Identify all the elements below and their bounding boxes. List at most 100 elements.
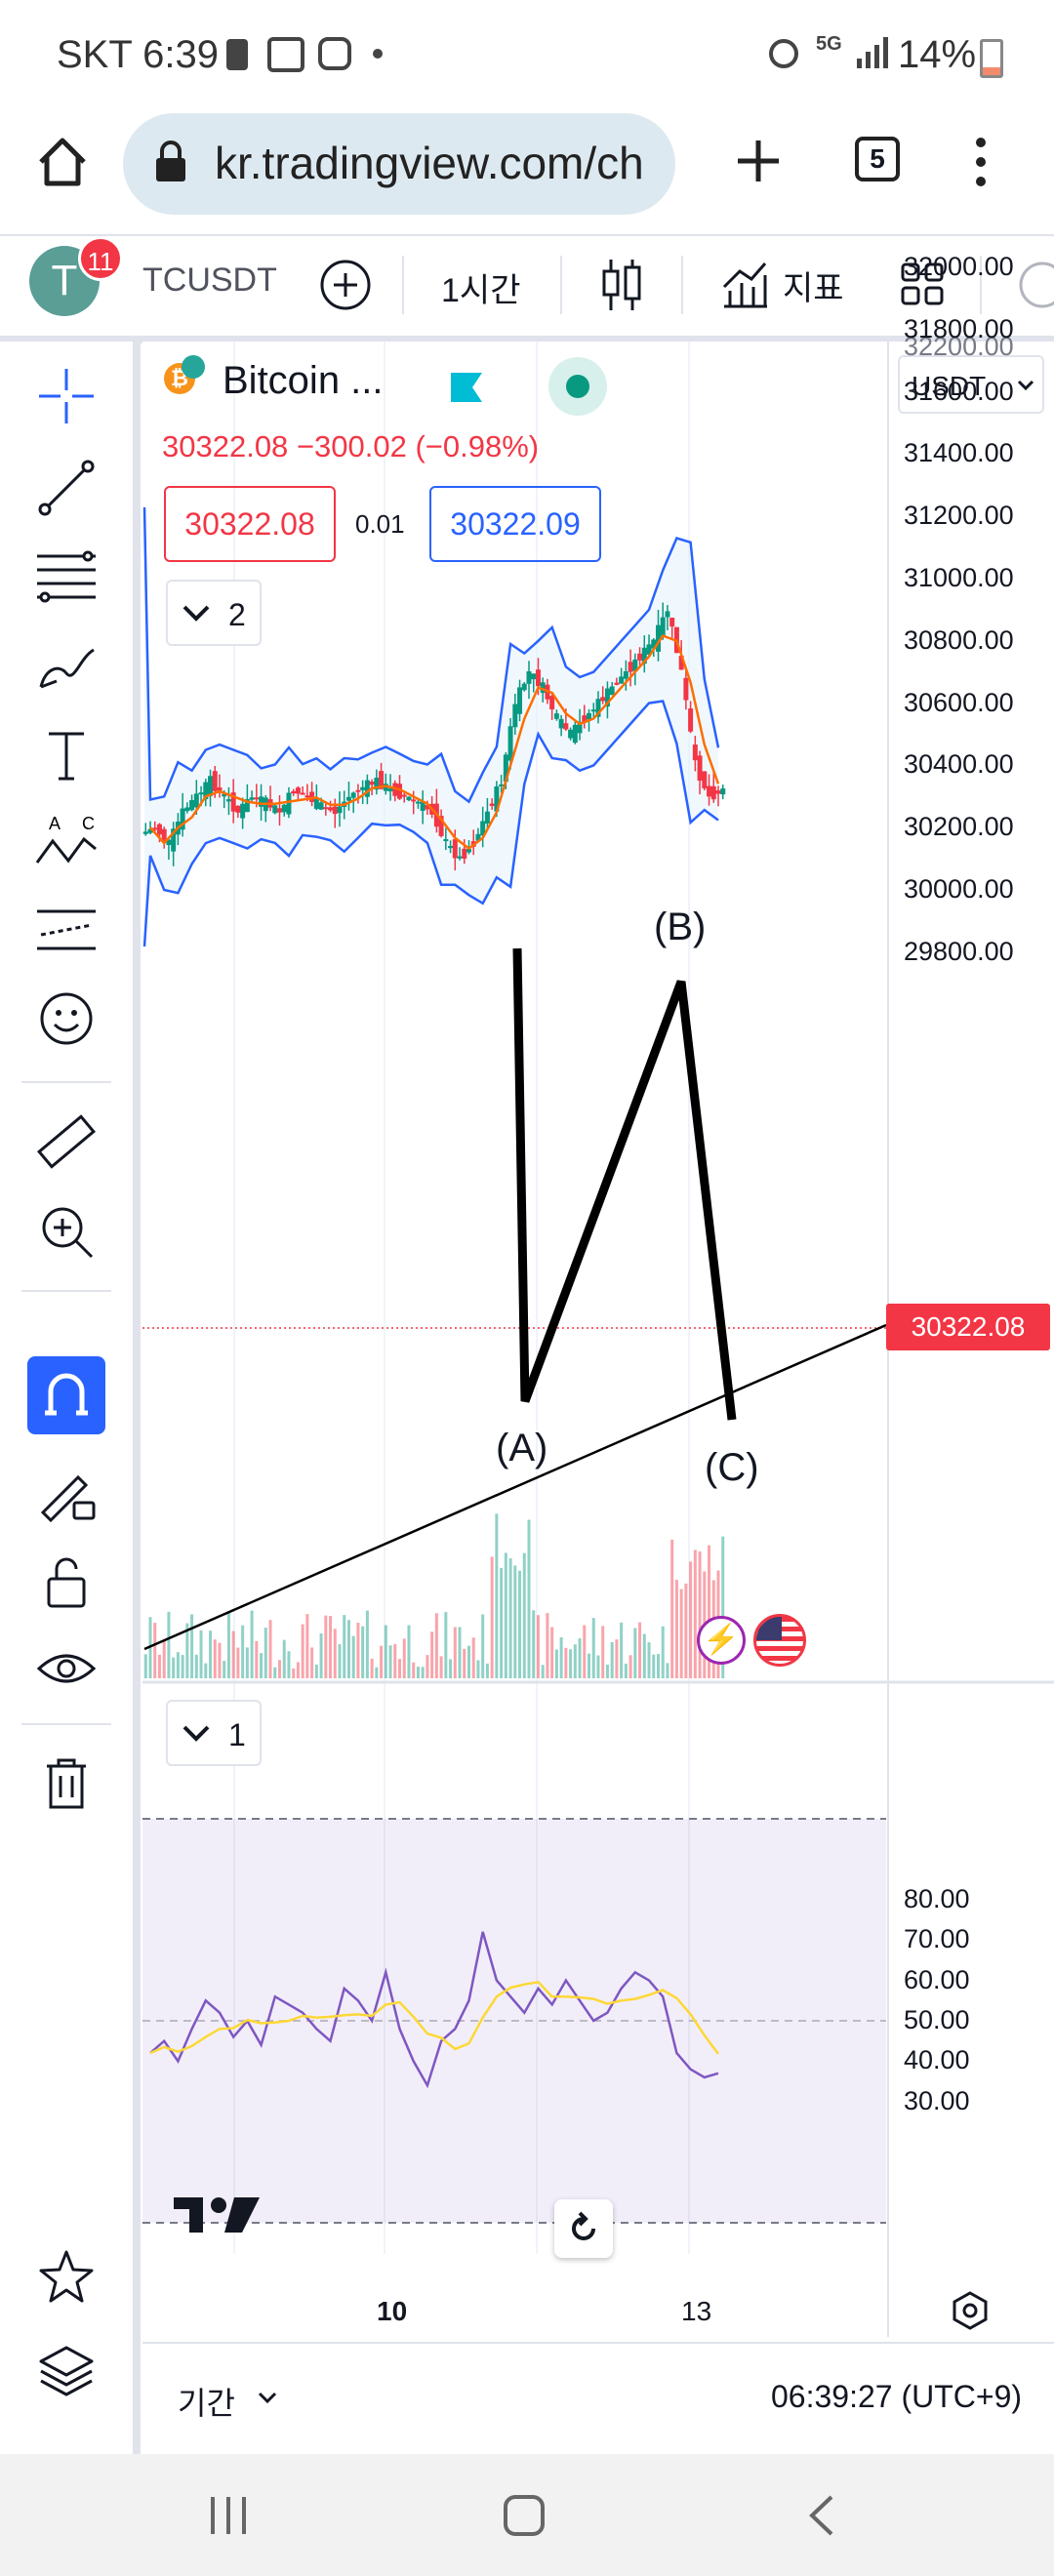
candle-body [313,797,319,809]
add-symbol-icon[interactable] [318,258,373,312]
chart-canvas[interactable] [142,342,1054,2337]
candle-body [702,771,708,788]
symbol-search[interactable]: TCUSDT [142,262,277,299]
candle-body [276,808,282,813]
candle-body [295,787,301,794]
volume-bar [250,1610,254,1678]
crosshair-icon[interactable] [29,359,103,433]
candle-body [600,697,606,702]
url-bar[interactable] [123,113,675,215]
collapse-indicators-button[interactable]: 2 [166,580,262,646]
text-icon[interactable] [29,718,103,792]
reset-chart-button[interactable] [554,2199,613,2258]
indicators-label[interactable]: 지표 [783,270,844,307]
date-range-button[interactable]: 기간 [178,2386,235,2421]
candle-body [291,790,297,794]
volume-bar [466,1645,470,1678]
volume-bar [190,1614,194,1678]
layout-icon[interactable] [900,262,945,306]
wave-label-b[interactable]: (B) [654,906,707,948]
object-tree-icon[interactable] [29,2332,103,2406]
volume-bar [463,1648,466,1678]
us-flag-event-icon[interactable] [753,1614,806,1667]
fib-retracement-icon[interactable] [29,541,103,615]
volume-bar [647,1642,651,1678]
volume-bar [633,1628,637,1678]
price-tick: 30200.00 [904,812,1014,842]
volume-bar [213,1639,217,1678]
candle-body [707,785,712,797]
volume-bar [324,1615,328,1678]
zoom-in-icon[interactable] [29,1194,103,1268]
volume-bar [698,1551,702,1678]
price-change: −300.02 (−0.98%) [296,429,540,463]
candle-body [475,833,481,841]
lock-drawing-icon[interactable] [29,1456,103,1530]
trash-icon[interactable] [29,1745,103,1819]
candle-body [651,639,657,649]
magnet-icon[interactable] [27,1356,105,1434]
home-nav-icon[interactable] [502,2493,547,2538]
candle-body [678,656,684,670]
home-icon[interactable] [35,135,90,189]
ruler-icon[interactable] [29,1105,103,1179]
volume-bar [573,1644,577,1678]
tab-count-button[interactable]: 5 [855,137,900,181]
price-tick: 30600.00 [904,687,1014,717]
market-status-icon[interactable] [548,357,607,416]
currency-select[interactable]: USDT [898,355,1044,414]
indicators-icon[interactable] [720,258,769,310]
emoji-icon[interactable] [29,982,103,1056]
candle-body [484,811,490,825]
volume-bar [638,1622,642,1678]
candles-icon[interactable] [601,256,644,314]
trendline-icon[interactable] [29,451,103,525]
carrier-time: SKT 6:39 [57,33,220,76]
volume-bar [365,1610,369,1678]
url-text[interactable]: kr.tradingview.com/ch [215,138,644,188]
forecast-icon[interactable] [29,894,103,968]
price-tick: 30000.00 [904,874,1014,904]
volume-bar [642,1633,646,1678]
lightning-event-icon[interactable]: ⚡ [697,1616,746,1665]
volume-bar [356,1623,360,1678]
candle-body [323,807,329,810]
wave-label-c[interactable]: (C) [705,1446,759,1489]
sell-button[interactable]: 30322.08 [164,486,336,562]
chart-area[interactable]: ₿ Bitcoin ... 30322.08 −300.02 (−0.98%) … [142,252,1054,2337]
trendline-drawing [143,1323,887,1651]
candle-body [203,782,209,800]
collapse-rsi-button[interactable]: 1 [166,1700,262,1766]
flag-icon[interactable] [449,371,484,404]
alert-clock-icon[interactable] [1015,258,1054,312]
unlock-icon[interactable] [29,1546,103,1620]
recent-apps-icon[interactable] [207,2493,252,2538]
back-icon[interactable] [800,2493,845,2538]
volume-bar [674,1580,678,1678]
wave-label-a[interactable]: (A) [496,1427,548,1469]
volume-bar [204,1663,208,1678]
interval-button[interactable]: 1시간 [441,272,521,309]
settings-icon[interactable] [949,2289,992,2332]
candle-body [443,839,449,842]
candle-body [337,806,343,814]
candle-body [411,799,417,802]
volume-bar [380,1645,384,1678]
volume-bar [508,1558,512,1678]
clock-label[interactable]: 06:39:27 (UTC+9) [771,2379,1023,2414]
buy-button[interactable]: 30322.09 [429,486,601,562]
volume-bar [471,1637,475,1678]
more-options-icon[interactable] [966,135,995,189]
volume-bar [314,1664,318,1678]
new-tab-icon[interactable] [734,137,783,185]
eye-icon[interactable] [29,1631,103,1706]
candle-body [558,718,564,729]
brush-icon[interactable] [29,628,103,703]
favorites-star-icon[interactable] [29,2240,103,2314]
symbol-title[interactable]: Bitcoin ... [223,359,384,402]
candle-body [628,662,633,672]
rsi-tick: 80.00 [904,1883,970,1913]
candle-body [526,670,532,684]
